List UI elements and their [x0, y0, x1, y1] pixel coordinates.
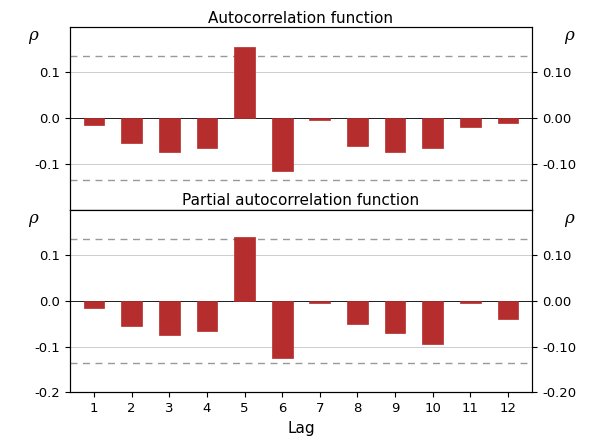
Bar: [385, 301, 405, 333]
Bar: [122, 301, 142, 326]
Bar: [347, 301, 368, 324]
Bar: [83, 301, 105, 308]
Text: ρ: ρ: [564, 27, 574, 44]
Bar: [159, 118, 180, 153]
Bar: [309, 301, 330, 303]
Title: Autocorrelation function: Autocorrelation function: [209, 11, 393, 25]
Bar: [422, 118, 443, 148]
Bar: [347, 118, 368, 145]
Bar: [159, 301, 180, 335]
Bar: [234, 47, 255, 118]
Bar: [422, 301, 443, 344]
Bar: [497, 118, 518, 123]
Bar: [497, 301, 518, 319]
Bar: [197, 301, 217, 331]
Text: ρ: ρ: [28, 210, 38, 227]
Bar: [122, 118, 142, 143]
Bar: [385, 118, 405, 153]
Bar: [197, 118, 217, 148]
Text: ρ: ρ: [28, 27, 38, 44]
Bar: [83, 118, 105, 125]
Text: ρ: ρ: [564, 210, 574, 227]
X-axis label: Lag: Lag: [287, 421, 315, 436]
Bar: [272, 301, 293, 358]
Bar: [309, 118, 330, 120]
Bar: [460, 301, 480, 303]
Bar: [460, 118, 480, 128]
Bar: [234, 237, 255, 301]
Title: Partial autocorrelation function: Partial autocorrelation function: [183, 194, 419, 208]
Bar: [272, 118, 293, 171]
